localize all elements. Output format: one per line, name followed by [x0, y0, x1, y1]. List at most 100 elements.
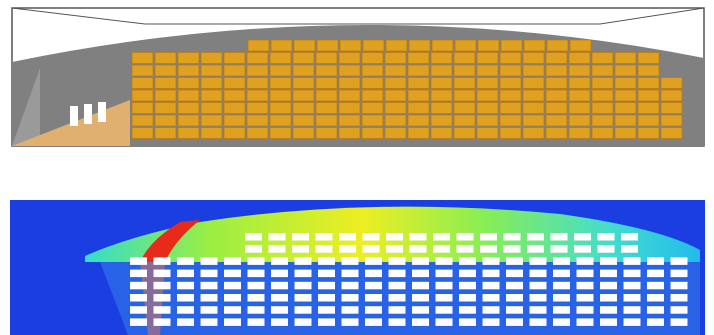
pallet — [671, 282, 688, 290]
pallet — [130, 257, 147, 265]
pallet — [412, 257, 429, 265]
pallet — [412, 282, 429, 290]
pallet — [386, 40, 407, 51]
pallet — [592, 78, 613, 89]
pallet — [523, 90, 544, 101]
pallet — [501, 40, 522, 51]
pallet — [638, 90, 659, 101]
pallet — [271, 294, 288, 302]
pallet — [130, 270, 147, 278]
pallet — [389, 294, 406, 302]
pallet — [500, 115, 521, 126]
pallet — [592, 53, 613, 64]
pallet — [671, 318, 688, 326]
pallet — [130, 294, 147, 302]
pallet — [201, 294, 218, 302]
pallet — [178, 90, 199, 101]
pallet — [592, 103, 613, 114]
pallet — [342, 318, 359, 326]
pallet — [155, 90, 176, 101]
pallet — [224, 294, 241, 302]
pallet — [569, 128, 590, 139]
pallet — [248, 270, 265, 278]
pallet — [553, 282, 570, 290]
pallet — [385, 115, 406, 126]
pallet — [295, 306, 312, 314]
pallet — [671, 294, 688, 302]
pallet — [316, 245, 333, 253]
temperature-contour — [10, 200, 705, 335]
pallet — [647, 257, 664, 265]
pallet — [362, 115, 383, 126]
pallet — [293, 90, 314, 101]
pallet — [574, 233, 591, 241]
pallet — [271, 257, 288, 265]
pallet — [155, 128, 176, 139]
pallet — [154, 294, 171, 302]
pallet — [201, 65, 222, 76]
pallet — [224, 318, 241, 326]
pallet — [294, 40, 315, 51]
pallet — [661, 78, 682, 89]
pallet — [342, 282, 359, 290]
pallet — [248, 306, 265, 314]
pallet — [546, 78, 567, 89]
pallet — [317, 40, 338, 51]
pallet — [459, 306, 476, 314]
pallet — [178, 103, 199, 114]
pallet — [318, 306, 335, 314]
pallet — [477, 103, 498, 114]
pallet — [577, 282, 594, 290]
door — [84, 104, 92, 124]
pallet — [178, 128, 199, 139]
pallet — [546, 53, 567, 64]
pallet — [600, 294, 617, 302]
pallet — [480, 233, 497, 241]
pallet — [506, 294, 523, 302]
pallet — [293, 128, 314, 139]
pallet — [248, 282, 265, 290]
pallet — [247, 115, 268, 126]
pallet — [592, 65, 613, 76]
pallet — [154, 270, 171, 278]
pallet — [316, 103, 337, 114]
pallet — [385, 65, 406, 76]
pallet — [270, 53, 291, 64]
pallet — [671, 270, 688, 278]
pallet — [569, 78, 590, 89]
pallet — [248, 318, 265, 326]
pallet — [339, 115, 360, 126]
pallet — [553, 306, 570, 314]
pallet — [500, 90, 521, 101]
pallet — [408, 90, 429, 101]
pallet — [459, 318, 476, 326]
pallet — [530, 306, 547, 314]
pallet — [569, 53, 590, 64]
pallet — [318, 318, 335, 326]
pallet — [506, 257, 523, 265]
pallet — [154, 282, 171, 290]
pallet — [569, 115, 590, 126]
pallet — [201, 53, 222, 64]
pallet — [271, 306, 288, 314]
pallet — [270, 65, 291, 76]
pallet — [546, 103, 567, 114]
pallet — [247, 90, 268, 101]
pallet — [454, 53, 475, 64]
pallet — [624, 294, 641, 302]
door — [70, 106, 78, 126]
pallet — [483, 282, 500, 290]
pallet — [339, 103, 360, 114]
pallet — [270, 103, 291, 114]
pallet — [412, 318, 429, 326]
pallet — [363, 233, 380, 241]
pallet — [647, 306, 664, 314]
pallet — [553, 318, 570, 326]
pallet — [177, 318, 194, 326]
pallet — [363, 40, 384, 51]
pallet — [245, 245, 262, 253]
pallet — [410, 233, 427, 241]
pallet — [154, 257, 171, 265]
pallet — [271, 282, 288, 290]
door — [98, 102, 106, 122]
